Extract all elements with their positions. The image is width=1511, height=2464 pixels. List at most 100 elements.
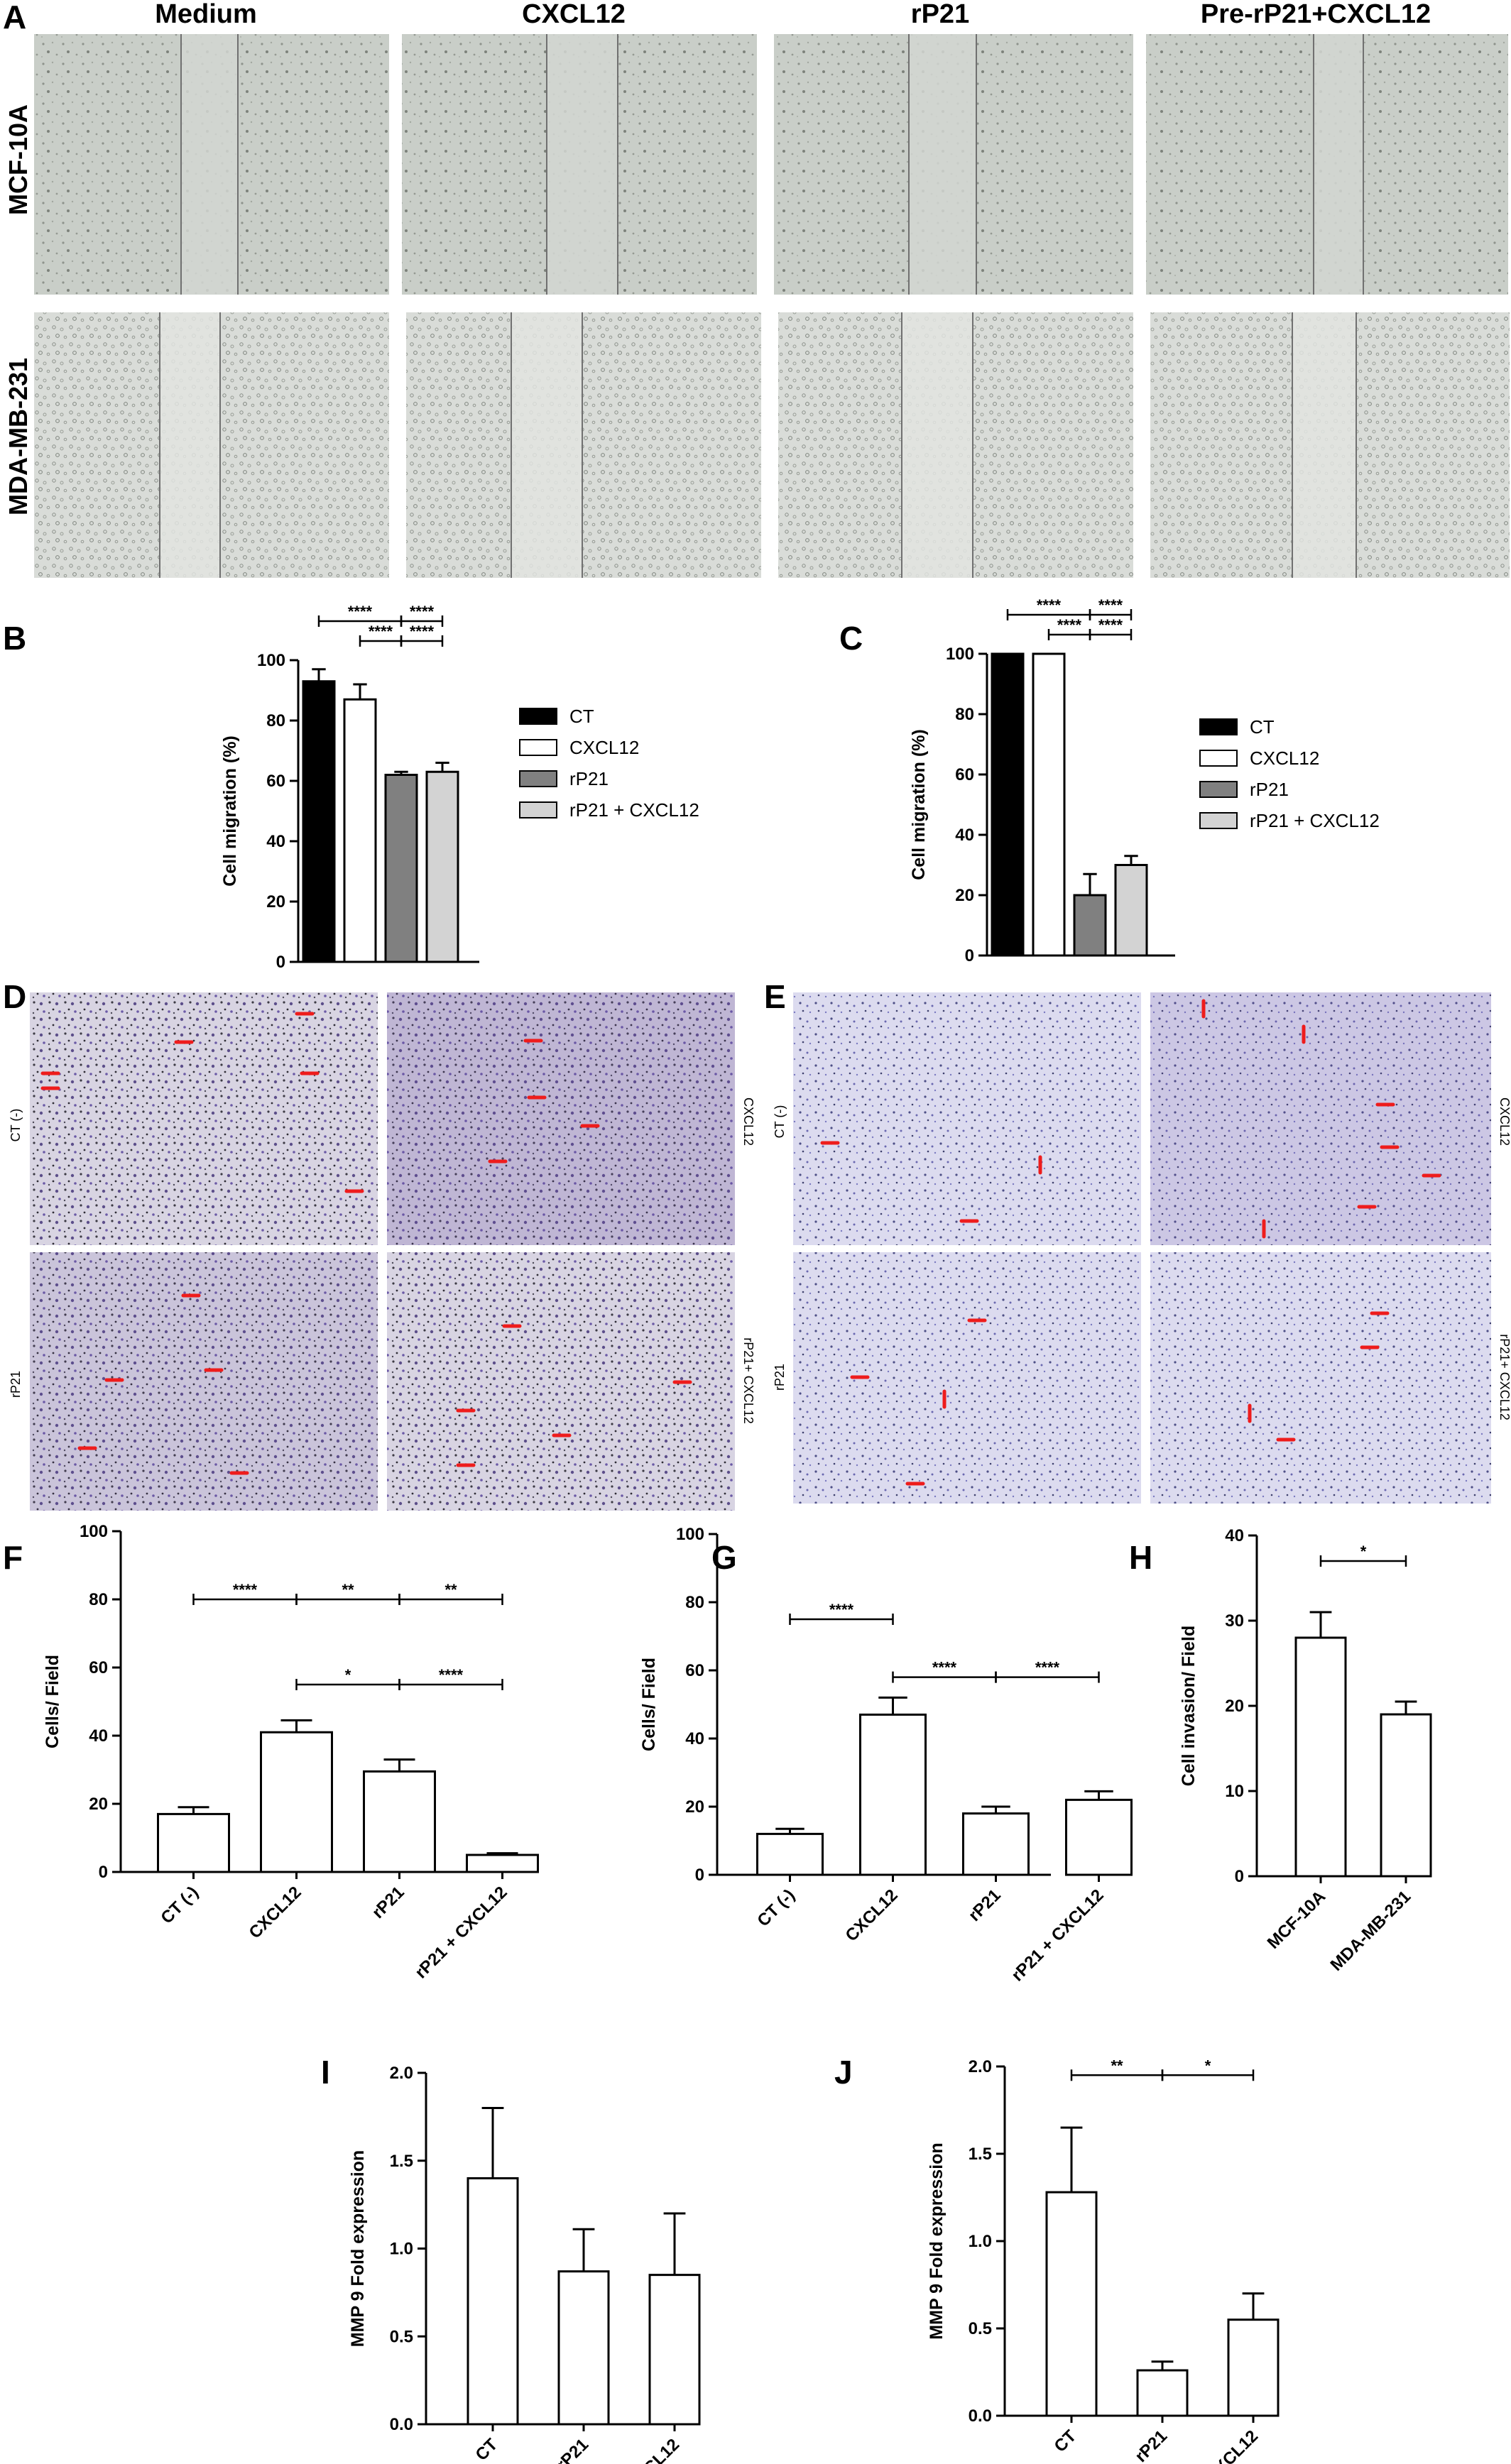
bar xyxy=(466,1854,539,1873)
panel-i-label: I xyxy=(321,2054,330,2091)
invasion-image-d-ct xyxy=(30,992,378,1245)
chart-i: I 0.0 0.5 1.0 1.5 2.0 MMP 9 Fold expression CT r… xyxy=(321,2054,701,2464)
y-tick-label: 20 xyxy=(1225,1697,1244,1716)
panel-d-label: D xyxy=(3,978,26,1015)
significance-label: **** xyxy=(829,1601,854,1619)
y-tick-label: 2.0 xyxy=(390,2064,413,2083)
y-tick-label: 0 xyxy=(695,1866,704,1885)
chart-b: B 0 20 40 60 80 100 Cell migration (%) **** **** *… xyxy=(3,603,699,972)
significance-label: * xyxy=(1360,1543,1367,1560)
significance-label: **** xyxy=(1035,1659,1060,1677)
bar xyxy=(467,2177,519,2426)
legend-swatch xyxy=(1199,718,1238,735)
bar xyxy=(343,698,377,963)
bar xyxy=(1227,2318,1280,2417)
x-tick-label: rP21 xyxy=(552,2435,592,2464)
legend-swatch xyxy=(1199,812,1238,829)
y-tick-label: 10 xyxy=(1225,1782,1244,1801)
invasion-image-e-cxcl12 xyxy=(1150,992,1491,1245)
x-tick-label: CT xyxy=(1051,2426,1081,2456)
legend-swatch xyxy=(519,739,557,756)
image-label-d-ct: CT (-) xyxy=(9,1109,23,1142)
chart-g: G 0 20 40 60 80 100 Cells/ Field CT (-) CXCL12 rP2… xyxy=(639,1525,1133,1985)
significance-label: * xyxy=(345,1666,351,1684)
bar xyxy=(648,2274,701,2426)
panel-a-column-labels: Medium CXCL12 rP21 Pre-rP21+CXCL12 xyxy=(155,0,1431,29)
x-tick-label: rP21 xyxy=(965,1885,1005,1925)
legend-swatch xyxy=(519,801,557,818)
bar xyxy=(425,770,459,963)
legend-entry: CT xyxy=(569,706,594,727)
bar xyxy=(1380,1713,1432,1878)
image-label-e-rp21: rP21 xyxy=(773,1364,787,1391)
chart-i-axes xyxy=(425,2073,660,2426)
column-label-rp21: rP21 xyxy=(911,0,969,29)
chart-g-ylabel: Cells/ Field xyxy=(639,1658,659,1751)
bar xyxy=(1114,864,1148,957)
x-tick-label: CXCL12 xyxy=(842,1885,902,1945)
y-tick-label: 40 xyxy=(685,1729,704,1748)
significance-label: **** xyxy=(932,1659,957,1677)
x-tick-label: rP21 xyxy=(369,1883,408,1922)
row-label-mcf10a: MCF-10A xyxy=(4,104,33,215)
significance-label: ** xyxy=(342,1581,354,1599)
chart-j: J 0.0 0.5 1.0 1.5 2.0 MMP 9 Fold expression CT r… xyxy=(834,2054,1280,2464)
significance-label: **** xyxy=(348,603,373,620)
y-tick-label: 20 xyxy=(955,886,974,905)
bar xyxy=(1045,2191,1098,2417)
y-tick-label: 60 xyxy=(685,1661,704,1680)
y-tick-label: 60 xyxy=(955,765,974,784)
y-tick-label: 40 xyxy=(1225,1526,1244,1545)
x-tick-label: CXCL12 xyxy=(623,2435,683,2464)
chart-c: C 0 20 40 60 80 100 Cell migration (%) **** **** *… xyxy=(839,596,1380,965)
panel-g-label: G xyxy=(711,1539,737,1576)
bar xyxy=(1294,1636,1347,1878)
bar xyxy=(384,774,418,963)
x-tick-label: CT (-) xyxy=(157,1883,202,1927)
invasion-image-e-rp21 xyxy=(793,1252,1141,1504)
legend-swatch xyxy=(519,708,557,725)
y-tick-label: 80 xyxy=(266,711,285,730)
significance-label: ** xyxy=(444,1581,457,1599)
y-tick-label: 0 xyxy=(99,1863,108,1882)
significance-label: **** xyxy=(410,603,435,620)
x-tick-label: CT (-) xyxy=(753,1885,798,1930)
bar xyxy=(1136,2369,1189,2417)
bar xyxy=(302,680,336,963)
bar xyxy=(962,1812,1030,1876)
x-tick-label: CT xyxy=(472,2435,502,2464)
significance-label: **** xyxy=(1037,596,1062,614)
image-label-d-rp21-cxcl12: rP21+ CXCL12 xyxy=(741,1337,756,1424)
wound-image-mda-cxcl12 xyxy=(406,312,761,578)
chart-j-axes xyxy=(1003,2066,1246,2417)
legend-entry: rP21 xyxy=(1250,779,1289,800)
image-label-d-rp21: rP21 xyxy=(9,1371,23,1398)
y-tick-label: 1.5 xyxy=(969,2145,992,2164)
x-tick-label: MDA-MB-231 xyxy=(1326,1887,1414,1975)
significance-label: **** xyxy=(1057,616,1082,634)
column-label-pre-rp21-cxcl12: Pre-rP21+CXCL12 xyxy=(1201,0,1431,29)
x-tick-label: CXCL12 xyxy=(246,1883,305,1942)
invasion-image-d-rp21 xyxy=(30,1252,378,1511)
y-tick-label: 20 xyxy=(685,1797,704,1817)
legend-swatch xyxy=(519,770,557,787)
chart-f-ylabel: Cells/ Field xyxy=(43,1655,62,1748)
y-tick-label: 2.0 xyxy=(969,2057,992,2076)
bar xyxy=(1065,1798,1133,1876)
y-tick-label: 80 xyxy=(955,705,974,724)
chart-f: F 0 20 40 60 80 100 Cells/ Field CT (-) CXCL12 rP2… xyxy=(3,1522,539,1982)
panel-h-label: H xyxy=(1129,1539,1152,1576)
y-tick-label: 80 xyxy=(89,1590,108,1609)
legend-entry: CXCL12 xyxy=(1250,748,1319,769)
bar xyxy=(157,1812,230,1873)
bar xyxy=(991,652,1025,957)
y-tick-label: 80 xyxy=(685,1593,704,1612)
significance-label: ** xyxy=(1111,2057,1123,2074)
y-tick-label: 20 xyxy=(266,892,285,911)
chart-j-ylabel: MMP 9 Fold expression xyxy=(927,2142,947,2339)
column-label-cxcl12: CXCL12 xyxy=(522,0,626,29)
bar xyxy=(1032,652,1066,957)
chart-b-ylabel: Cell migration (%) xyxy=(220,735,240,887)
